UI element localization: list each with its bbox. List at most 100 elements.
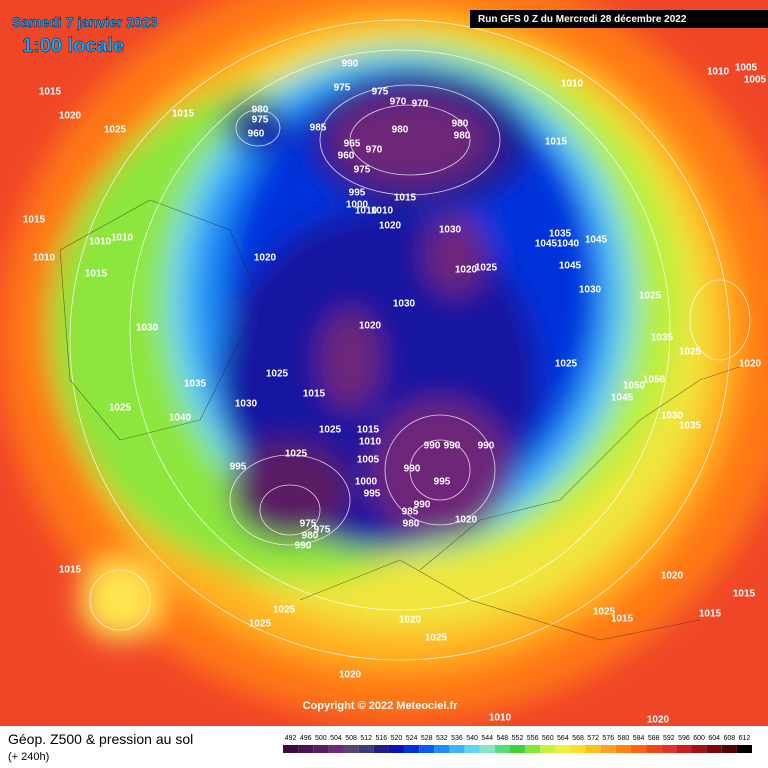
isobar-label: 1015 xyxy=(611,614,634,625)
colorbar-label: 500 xyxy=(315,735,327,742)
isobar-label: 1025 xyxy=(639,291,662,302)
isobar-label: 975 xyxy=(354,165,371,176)
isobar-label: 995 xyxy=(434,477,451,488)
forecast-time: 1:00 locale xyxy=(22,35,124,57)
colorbar-label: 516 xyxy=(375,735,387,742)
colorbar-swatch xyxy=(449,745,465,753)
isobar-label: 1020 xyxy=(339,670,362,681)
isobar-label: 1025 xyxy=(679,347,702,358)
isobar-label: 1030 xyxy=(235,399,258,410)
isobar-label: 990 xyxy=(414,500,431,511)
colorbar-swatch xyxy=(540,745,556,753)
colorbar-swatch xyxy=(404,745,420,753)
isobar-label: 1025 xyxy=(273,605,296,616)
isobar-label: 1015 xyxy=(172,109,195,120)
isobar-label: 1045 xyxy=(535,239,558,250)
colorbar-label: 588 xyxy=(648,735,660,742)
colorbar-label: 552 xyxy=(512,735,524,742)
isobar-label: 1005 xyxy=(744,75,767,86)
isobar-label: 970 xyxy=(390,97,407,108)
colorbar-label: 524 xyxy=(406,735,418,742)
isobar-label: 980 xyxy=(252,105,269,116)
isobar-label: 1050 xyxy=(623,381,646,392)
isobar-label: 1010 xyxy=(561,79,584,90)
isobar-label: 1015 xyxy=(545,137,568,148)
isobar-label: 1030 xyxy=(393,299,416,310)
isobar-label: 1015 xyxy=(59,565,82,576)
colorbar-swatch xyxy=(283,745,299,753)
isobar-label: 1025 xyxy=(104,125,127,136)
colorbar-label: 600 xyxy=(693,735,705,742)
colorbar-swatch xyxy=(479,745,495,753)
isobar-label: 995 xyxy=(230,462,247,473)
isobar-label: 1040 xyxy=(557,239,580,250)
isobar-label: 1025 xyxy=(319,425,342,436)
isobar-label: 990 xyxy=(404,464,421,475)
isobar-label: 1010 xyxy=(371,206,394,217)
colorbar-swatch xyxy=(373,745,389,753)
isobar-label: 1035 xyxy=(679,421,702,432)
isobar-label: 1020 xyxy=(739,359,762,370)
isobar-label: 1020 xyxy=(379,221,402,232)
colorbar-label: 520 xyxy=(391,735,403,742)
isobar-label: 1010 xyxy=(489,713,512,724)
isobar-label: 1020 xyxy=(647,715,670,726)
colorbar-swatch xyxy=(358,745,374,753)
isobar-label: 1030 xyxy=(661,411,684,422)
isobar-label: 1020 xyxy=(359,321,382,332)
colorbar-label: 544 xyxy=(481,735,493,742)
isobar-label: 1020 xyxy=(254,253,277,264)
isobar-label: 1020 xyxy=(59,111,82,122)
colorbar-label: 612 xyxy=(739,735,751,742)
isobar-label: 980 xyxy=(403,519,420,530)
colorbar-label: 548 xyxy=(497,735,509,742)
colorbar-label: 580 xyxy=(618,735,630,742)
isobar-label: 960 xyxy=(248,129,265,140)
isobar-label: 1020 xyxy=(455,265,478,276)
colorbar-swatch xyxy=(736,745,752,753)
colorbar-label: 576 xyxy=(602,735,614,742)
colorbar-label: 508 xyxy=(345,735,357,742)
colorbar-label: 512 xyxy=(360,735,372,742)
isobar-label: 1015 xyxy=(357,425,380,436)
isobar-label: 1030 xyxy=(579,285,602,296)
isobar-label: 1020 xyxy=(661,571,684,582)
run-banner xyxy=(470,10,768,28)
isobar-label: 990 xyxy=(424,441,441,452)
isobar-label: 1030 xyxy=(136,323,159,334)
isobar-label: 1020 xyxy=(455,515,478,526)
colorbar-label: 556 xyxy=(527,735,539,742)
isobar-label: 975 xyxy=(334,83,351,94)
forecast-date: Samedi 7 janvier 2023 xyxy=(12,14,158,30)
colorbar-label: 596 xyxy=(678,735,690,742)
isobar-label: 985 xyxy=(402,507,419,518)
isobar-label: 980 xyxy=(454,131,471,142)
colorbar-swatch xyxy=(661,745,677,753)
isobar-label: 1010 xyxy=(89,237,112,248)
colorbar-swatch xyxy=(600,745,616,753)
colorbar-swatch xyxy=(419,745,435,753)
isobar-label: 1045 xyxy=(611,393,634,404)
isobar-label: 1025 xyxy=(425,633,448,644)
footer-title: Géop. Z500 & pression au sol xyxy=(8,731,193,747)
colorbar-swatch xyxy=(298,745,314,753)
isobar-label: 1025 xyxy=(249,619,272,630)
colorbar-swatch xyxy=(494,745,510,753)
colorbar-swatch xyxy=(721,745,737,753)
isobar-label: 1000 xyxy=(346,200,369,211)
copyright: Copyright © 2022 Meteociel.fr xyxy=(303,700,459,712)
isobar-label: 1015 xyxy=(699,609,722,620)
colorbar-swatch xyxy=(434,745,450,753)
isobar-label: 1015 xyxy=(394,193,417,204)
colorbar-swatch xyxy=(706,745,722,753)
isobar-label: 1035 xyxy=(651,333,674,344)
colorbar-swatch xyxy=(570,745,586,753)
isobar-label: 975 xyxy=(372,87,389,98)
colorbar-label: 540 xyxy=(466,735,478,742)
colorbar-label: 504 xyxy=(330,735,342,742)
isobar-label: 960 xyxy=(338,151,355,162)
isobar-label: 1025 xyxy=(266,369,289,380)
